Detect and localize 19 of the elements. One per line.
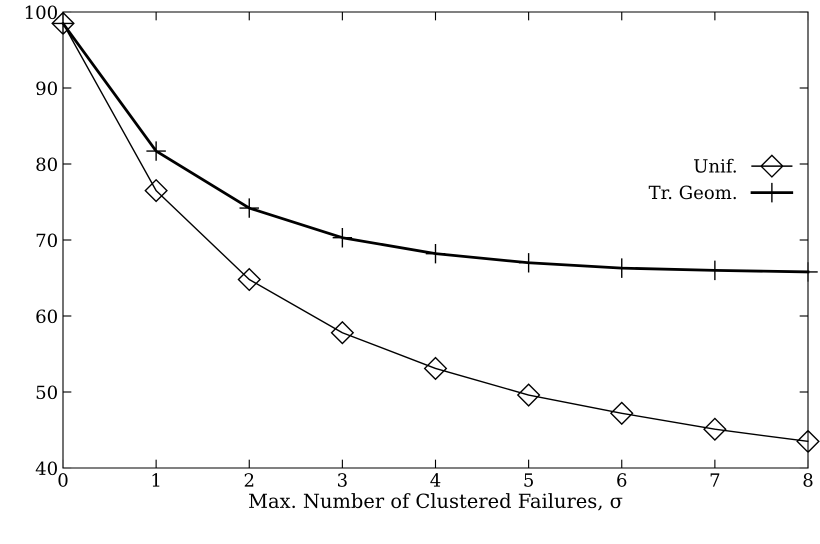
y-tick-label: 100 [26,5,57,20]
x-tick-label: 7 [710,473,720,487]
legend-label: Tr. Geom. [648,186,736,200]
y-tick-label: 70 [36,233,57,248]
x-tick-label: 5 [524,473,533,487]
x-tick-label: 6 [617,473,626,487]
x-tick-label: 3 [338,473,347,487]
x-axis-title: Max. Number of Clustered Failures, σ [249,493,622,511]
y-tick-label: 90 [36,81,57,96]
y-tick-label: 80 [36,157,57,172]
x-tick-label: 4 [430,473,440,487]
y-tick-label: 50 [36,385,57,400]
y-tick-label: 40 [36,461,57,476]
x-tick-label: 2 [244,473,254,487]
legend-label: Unif. [694,158,736,173]
x-tick-label: 8 [803,473,813,487]
x-tick-label: 0 [58,473,68,487]
x-tick-label: 1 [152,473,160,487]
y-tick-label: 60 [36,309,57,324]
